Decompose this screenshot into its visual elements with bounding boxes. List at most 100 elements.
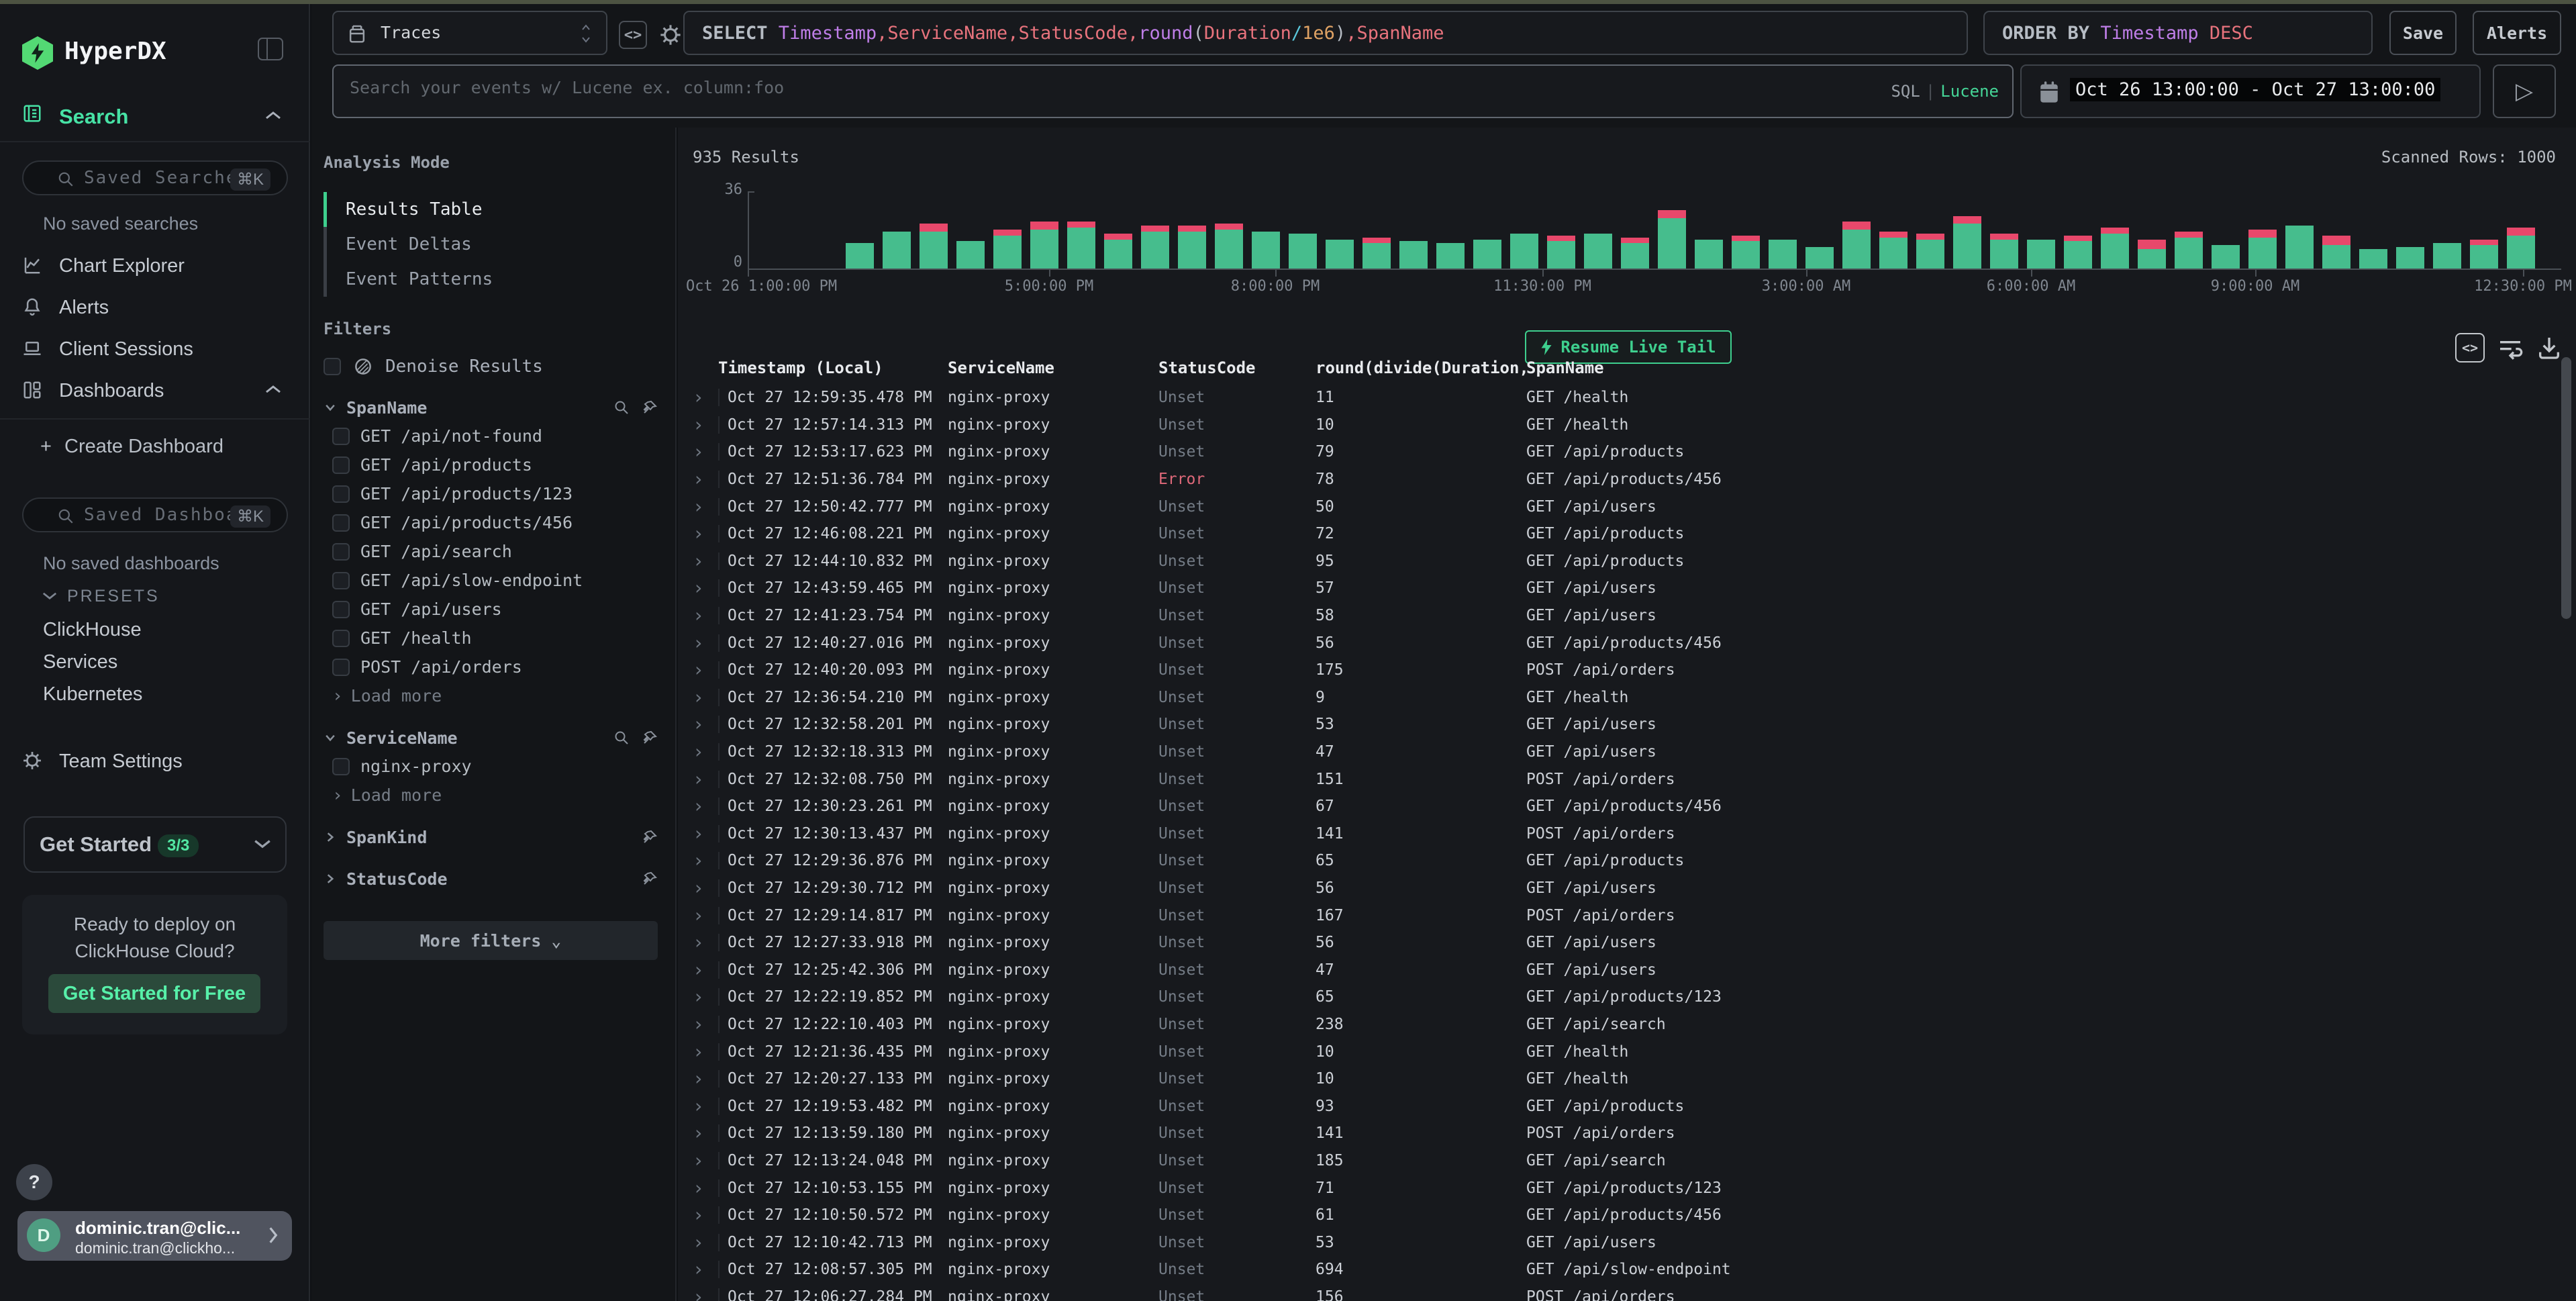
table-row[interactable]: ›Oct 27 12:29:36.876 PMnginx-proxyUnset6…	[678, 847, 2550, 875]
table-row[interactable]: ›Oct 27 12:41:23.754 PMnginx-proxyUnset5…	[678, 602, 2550, 630]
table-row[interactable]: ›Oct 27 12:06:27.284 PMnginx-proxyUnset1…	[678, 1284, 2550, 1301]
table-row[interactable]: ›Oct 27 12:32:58.201 PMnginx-proxyUnset5…	[678, 711, 2550, 738]
histogram-bar[interactable]	[1805, 247, 1834, 269]
saved-dashboards-field[interactable]	[84, 501, 252, 528]
table-row[interactable]: ›Oct 27 12:36:54.210 PMnginx-proxyUnset9…	[678, 684, 2550, 712]
code-mode-icon[interactable]: <>	[619, 21, 647, 49]
histogram-bar[interactable]	[1953, 216, 1981, 269]
filter-value[interactable]: GET /health	[324, 624, 658, 653]
time-range-picker[interactable]: Oct 26 13:00:00 - Oct 27 13:00:00	[2020, 64, 2481, 118]
get-started-toggle[interactable]: Get Started 3/3	[23, 816, 287, 873]
table-row[interactable]: ›Oct 27 12:19:53.482 PMnginx-proxyUnset9…	[678, 1092, 2550, 1120]
histogram-bar[interactable]	[1067, 222, 1095, 269]
filter-value[interactable]: GET /api/products/123	[324, 479, 658, 508]
histogram-bar[interactable]	[1436, 243, 1465, 269]
table-row[interactable]: ›Oct 27 12:20:27.133 PMnginx-proxyUnset1…	[678, 1065, 2550, 1093]
histogram-bar[interactable]	[920, 224, 948, 269]
table-row[interactable]: ›Oct 27 12:53:17.623 PMnginx-proxyUnset7…	[678, 438, 2550, 466]
histogram-bar[interactable]	[1289, 234, 1317, 269]
histogram-bar[interactable]	[1990, 234, 2018, 269]
filter-value[interactable]: GET /api/products	[324, 450, 658, 479]
preset-services[interactable]: Services	[43, 651, 117, 673]
table-row[interactable]: ›Oct 27 12:29:14.817 PMnginx-proxyUnset1…	[678, 902, 2550, 929]
table-row[interactable]: ›Oct 27 12:51:36.784 PMnginx-proxyError7…	[678, 466, 2550, 493]
user-menu[interactable]: D dominic.tran@clic... dominic.tran@clic…	[17, 1211, 292, 1261]
table-row[interactable]: ›Oct 27 12:40:20.093 PMnginx-proxyUnset1…	[678, 657, 2550, 684]
get-started-free-button[interactable]: Get Started for Free	[48, 974, 260, 1013]
histogram-bar[interactable]	[2064, 236, 2092, 269]
histogram-bar[interactable]	[1621, 238, 1649, 269]
sql-select-editor[interactable]: SELECT Timestamp,ServiceName,StatusCode,…	[683, 11, 1968, 55]
saved-dashboards-input[interactable]: ⌘K	[22, 497, 288, 532]
histogram-bar[interactable]	[1732, 236, 1760, 269]
event-search-input[interactable]	[350, 78, 1786, 97]
filter-group-spanname[interactable]: SpanName	[324, 393, 658, 422]
table-row[interactable]: ›Oct 27 12:30:23.261 PMnginx-proxyUnset6…	[678, 793, 2550, 820]
sidebar-item-search[interactable]: Search	[0, 94, 310, 142]
histogram-bar[interactable]	[2359, 249, 2387, 269]
column-resize-handle[interactable]: ⋮	[1158, 360, 1161, 379]
sidebar-collapse-icon[interactable]	[258, 38, 283, 60]
histogram-bar[interactable]	[2470, 240, 2498, 269]
filter-value[interactable]: GET /api/not-found	[324, 422, 658, 450]
histogram-bar[interactable]	[1178, 226, 1206, 269]
save-button[interactable]: Save	[2389, 11, 2457, 55]
saved-searches-input[interactable]: ⌘K	[22, 160, 288, 195]
filter-value[interactable]: nginx-proxy	[324, 752, 658, 781]
sql-mode[interactable]: SQL	[1891, 82, 1920, 101]
histogram-bar[interactable]	[1547, 236, 1575, 269]
histogram-bar[interactable]	[2027, 240, 2055, 269]
table-row[interactable]: ›Oct 27 12:43:59.465 PMnginx-proxyUnset5…	[678, 575, 2550, 602]
filter-value[interactable]: POST /api/orders	[324, 653, 658, 681]
checkbox[interactable]	[332, 456, 350, 474]
checkbox[interactable]	[332, 630, 350, 647]
checkbox[interactable]	[332, 659, 350, 676]
table-header[interactable]: Timestamp (Local)⋮ServiceName⋮StatusCode…	[678, 358, 2550, 381]
histogram-bar[interactable]	[1326, 240, 1354, 269]
checkbox[interactable]	[332, 601, 350, 618]
histogram-bar[interactable]	[2248, 230, 2277, 269]
checkbox[interactable]	[324, 358, 341, 375]
column-header-servicename[interactable]: ⋮ServiceName	[948, 358, 1158, 381]
analysis-mode-event-deltas[interactable]: Event Deltas	[324, 227, 658, 262]
histogram-bar[interactable]	[1769, 240, 1797, 269]
table-row[interactable]: ›Oct 27 12:10:53.155 PMnginx-proxyUnset7…	[678, 1174, 2550, 1202]
download-icon[interactable]	[2536, 334, 2563, 361]
checkbox[interactable]	[332, 485, 350, 503]
histogram-bar[interactable]	[2507, 228, 2535, 269]
wrap-lines-icon[interactable]	[2497, 334, 2524, 361]
histogram-bar[interactable]	[1510, 234, 1538, 269]
chevron-right-icon[interactable]	[324, 830, 337, 844]
chevron-right-icon[interactable]	[324, 872, 337, 885]
scrollbar[interactable]	[2561, 357, 2571, 619]
chevron-up-icon[interactable]	[264, 110, 282, 121]
table-row[interactable]: ›Oct 27 12:30:13.437 PMnginx-proxyUnset1…	[678, 820, 2550, 848]
column-resize-handle[interactable]: ⋮	[1316, 360, 1318, 379]
analysis-mode-results-table[interactable]: Results Table	[324, 192, 658, 227]
table-row[interactable]: ›Oct 27 12:22:10.403 PMnginx-proxyUnset2…	[678, 1011, 2550, 1039]
table-row[interactable]: ›Oct 27 12:29:30.712 PMnginx-proxyUnset5…	[678, 875, 2550, 902]
histogram-bar[interactable]	[2138, 240, 2166, 269]
filter-value[interactable]: GET /api/products/456	[324, 508, 658, 537]
column-resize-handle[interactable]: ⋮	[948, 360, 950, 379]
lucene-mode[interactable]: Lucene	[1940, 82, 1999, 101]
filter-group-statuscode[interactable]: StatusCode	[324, 865, 658, 893]
histogram-bar[interactable]	[1695, 240, 1723, 269]
pin-icon[interactable]	[642, 829, 658, 845]
query-language-toggle[interactable]: SQL|Lucene	[1891, 82, 1999, 101]
histogram-bar[interactable]	[1252, 232, 1280, 269]
saved-searches-field[interactable]	[84, 164, 252, 191]
histogram-bar[interactable]	[1584, 234, 1612, 269]
checkbox[interactable]	[332, 758, 350, 775]
run-query-button[interactable]: ▷	[2493, 64, 2556, 118]
histogram-bar[interactable]	[956, 241, 985, 269]
pin-icon[interactable]	[642, 730, 658, 746]
column-header-spanname[interactable]: ⋮SpanName	[1526, 358, 2550, 381]
histogram-bar[interactable]	[1473, 240, 1501, 269]
table-row[interactable]: ›Oct 27 12:22:19.852 PMnginx-proxyUnset6…	[678, 983, 2550, 1011]
histogram-bar[interactable]	[1399, 241, 1428, 269]
source-select[interactable]: Traces	[332, 11, 607, 55]
histogram-bar[interactable]	[2212, 245, 2240, 269]
preset-kubernetes[interactable]: Kubernetes	[43, 683, 142, 706]
column-header-statuscode[interactable]: ⋮StatusCode	[1158, 358, 1316, 381]
